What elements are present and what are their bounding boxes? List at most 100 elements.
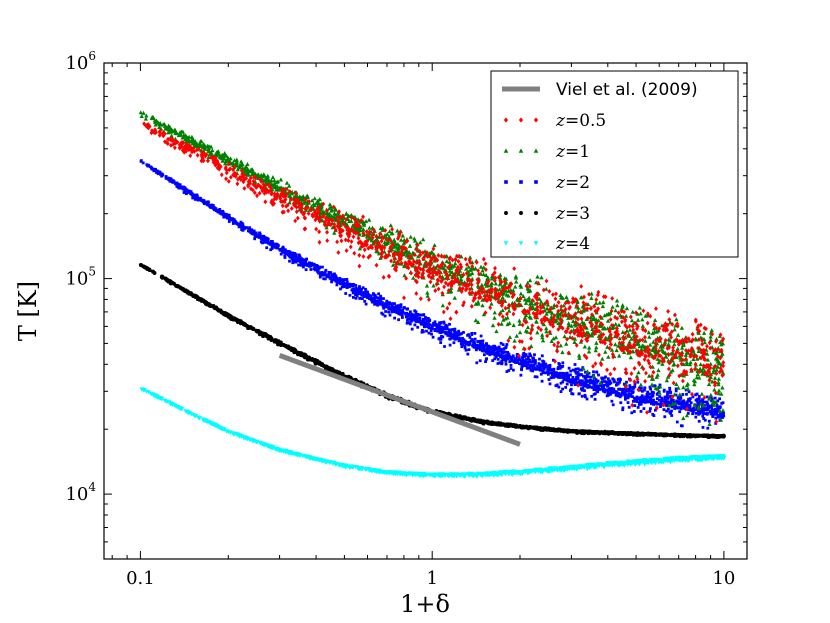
data-point-z-2	[330, 280, 333, 284]
data-point-z-3	[310, 357, 315, 361]
data-point-z-2	[471, 338, 475, 342]
data-point-z-2	[409, 310, 412, 314]
data-point-z-2	[585, 373, 589, 377]
data-point-z-3	[549, 427, 554, 432]
data-point-z-2	[705, 395, 709, 399]
data-point-z-4	[556, 467, 561, 472]
data-point-z-2	[557, 362, 561, 365]
data-point-z-3	[167, 278, 172, 283]
data-point-z-2	[674, 393, 678, 397]
data-point-z-2	[649, 407, 652, 410]
data-point-z-4	[721, 454, 726, 459]
data-point-z-2	[479, 344, 483, 348]
data-point-z-4	[146, 390, 151, 395]
data-point-z-2	[222, 215, 226, 219]
data-point-z-3	[172, 281, 177, 286]
data-point-z-3	[274, 338, 278, 343]
data-point-z-2	[365, 295, 369, 299]
data-point-z-2	[206, 200, 210, 204]
data-point-z-4	[351, 465, 356, 470]
data-point-z-2	[552, 376, 556, 379]
data-point-z-2	[542, 361, 545, 365]
data-point-z-2	[361, 297, 364, 300]
data-point-z-2	[181, 187, 185, 191]
data-point-z-2	[493, 348, 497, 352]
data-point-z-2	[345, 278, 349, 281]
data-point-z-2	[584, 383, 588, 386]
data-point-z-2	[663, 415, 667, 419]
data-point-z-2	[491, 359, 495, 362]
data-point-z-2	[618, 380, 621, 384]
data-point-z-2	[209, 204, 213, 208]
data-point-z-2	[460, 332, 463, 335]
data-point-z-2	[527, 357, 530, 361]
data-point-z-4	[186, 410, 191, 415]
data-point-z-2	[670, 405, 674, 409]
data-point-z-2	[660, 396, 664, 400]
data-point-z-2	[539, 364, 543, 368]
data-point-z-2	[420, 320, 424, 323]
data-point-z-2	[339, 287, 342, 291]
data-point-z-2	[525, 366, 529, 370]
data-point-z-2	[178, 183, 182, 187]
data-point-z-2	[624, 396, 627, 399]
data-point-z-4	[617, 462, 622, 467]
data-point-z-2	[481, 348, 485, 352]
data-point-z-3	[521, 425, 525, 430]
data-point-z-2	[445, 327, 449, 331]
data-point-z-2	[500, 362, 503, 366]
data-point-z-2	[148, 165, 152, 169]
data-point-z-2	[719, 412, 722, 415]
data-point-z-2	[270, 245, 274, 249]
data-point-z-2	[668, 389, 672, 393]
data-point-z-4	[401, 472, 406, 477]
data-point-z-2	[571, 380, 575, 384]
data-point-z-2	[363, 299, 367, 303]
data-point-z-2	[703, 418, 707, 422]
data-point-z-2	[654, 400, 658, 404]
data-point-z-2	[675, 401, 679, 405]
data-point-z-2	[392, 302, 396, 306]
data-point-z-2	[618, 377, 622, 381]
data-point-z-2	[428, 323, 432, 327]
data-point-z-2	[333, 272, 336, 276]
data-point-z-2	[500, 354, 503, 358]
data-point-z-2	[702, 409, 705, 413]
data-point-z-2	[669, 412, 673, 415]
data-point-z-2	[641, 396, 644, 400]
data-point-z-2	[376, 300, 379, 303]
data-point-z-2	[418, 316, 422, 320]
data-point-z-3	[292, 350, 297, 355]
data-point-z-2	[619, 401, 623, 405]
data-point-z-2	[160, 172, 164, 176]
data-point-z-2	[581, 386, 585, 390]
data-point-z-2	[662, 388, 666, 392]
data-point-z-2	[405, 311, 408, 315]
data-point-z-2	[309, 268, 313, 271]
data-point-z-2	[580, 373, 583, 376]
data-point-z-2	[584, 380, 588, 384]
data-point-z-4	[205, 419, 210, 424]
data-point-z-2	[688, 404, 691, 408]
data-point-z-2	[465, 341, 469, 345]
data-point-z-4	[343, 464, 348, 469]
data-point-z-2	[358, 285, 361, 288]
data-point-z-2	[323, 277, 327, 281]
data-point-z-2	[610, 399, 614, 403]
data-point-z-2	[589, 375, 593, 379]
data-point-z-2	[651, 394, 655, 397]
data-point-z-2	[231, 222, 235, 225]
data-point-z-2	[538, 357, 541, 361]
data-point-z-2	[448, 343, 452, 347]
data-point-z-2	[711, 397, 714, 401]
data-point-z-2	[318, 275, 322, 279]
data-point-z-2	[427, 331, 431, 335]
data-point-z-2	[448, 322, 451, 326]
data-point-z-2	[631, 399, 635, 403]
data-point-z-2	[613, 380, 616, 384]
data-point-z-2	[389, 307, 393, 311]
data-point-z-2	[431, 335, 435, 339]
data-point-z-2	[635, 400, 639, 403]
data-point-z-2	[339, 281, 342, 284]
data-point-z-2	[606, 393, 610, 397]
